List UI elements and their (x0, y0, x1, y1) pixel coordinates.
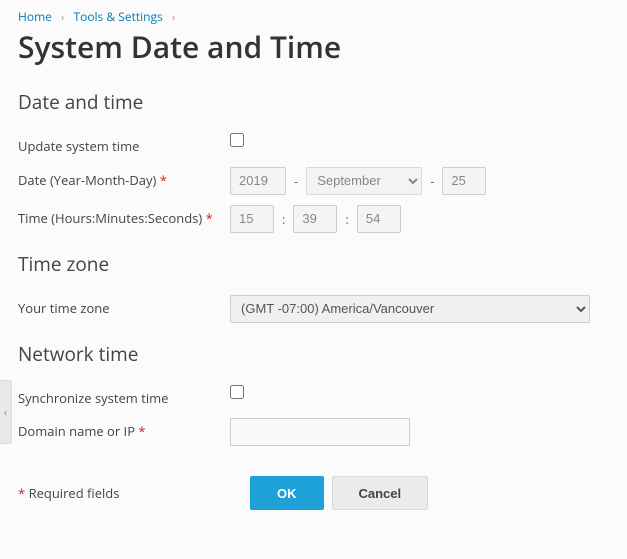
label-your-timezone: Your time zone (18, 295, 230, 319)
month-select[interactable]: September (306, 167, 422, 195)
required-fields-hint: Required fields (29, 484, 120, 502)
separator-dash: - (294, 172, 298, 190)
page-title: System Date and Time (18, 29, 609, 65)
section-heading-network: Network time (18, 341, 609, 367)
breadcrumb: Home › Tools & Settings › (18, 8, 609, 25)
breadcrumb-home[interactable]: Home (18, 8, 52, 25)
separator-colon: : (345, 210, 348, 228)
hours-input[interactable] (230, 205, 274, 233)
label-update-system-time: Update system time (18, 133, 230, 157)
day-input[interactable] (442, 167, 486, 195)
cancel-button[interactable]: Cancel (332, 476, 429, 510)
minutes-input[interactable] (293, 205, 337, 233)
required-asterisk: * (18, 484, 25, 502)
chevron-right-icon: › (172, 10, 175, 25)
ok-button[interactable]: OK (250, 476, 324, 510)
label-domain-or-ip: Domain name or IP (18, 422, 135, 440)
timezone-select[interactable]: (GMT -07:00) America/Vancouver (230, 295, 590, 323)
side-toggle[interactable]: ‹ (0, 380, 12, 444)
separator-dash: - (430, 172, 434, 190)
label-time: Time (Hours:Minutes:Seconds) (18, 209, 202, 227)
label-sync-system-time: Synchronize system time (18, 385, 230, 409)
section-heading-timezone: Time zone (18, 251, 609, 277)
separator-colon: : (282, 210, 285, 228)
chevron-right-icon: › (61, 10, 64, 25)
year-input[interactable] (230, 167, 286, 195)
required-asterisk: * (138, 422, 145, 440)
section-heading-datetime: Date and time (18, 89, 609, 115)
required-asterisk: * (206, 209, 213, 227)
seconds-input[interactable] (357, 205, 401, 233)
required-asterisk: * (160, 171, 167, 189)
breadcrumb-tools[interactable]: Tools & Settings (73, 8, 162, 25)
chevron-left-icon: ‹ (4, 405, 7, 420)
label-date: Date (Year-Month-Day) (18, 171, 156, 189)
domain-or-ip-input[interactable] (230, 418, 410, 446)
sync-system-time-checkbox[interactable] (230, 385, 244, 399)
update-system-time-checkbox[interactable] (230, 133, 244, 147)
